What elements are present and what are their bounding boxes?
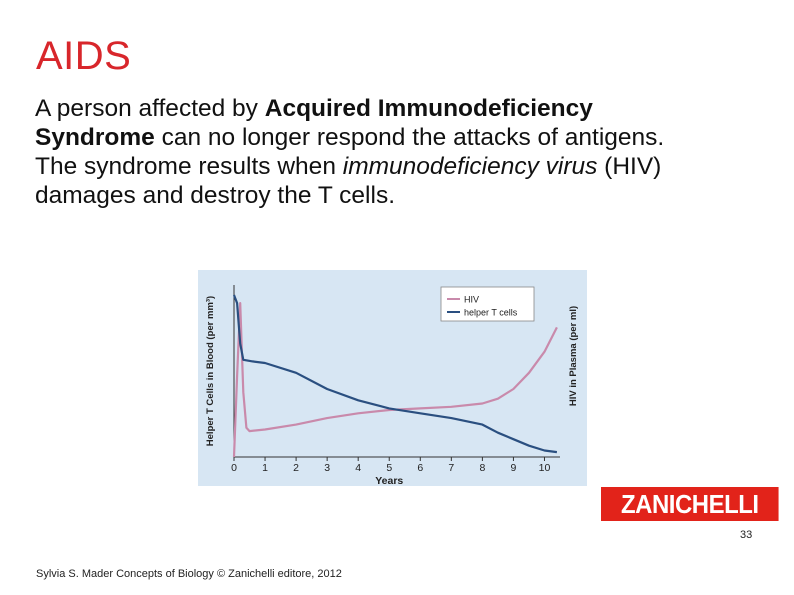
p1-post: can no longer respond the attacks of ant… [154,124,665,151]
x-tick-label: 2 [293,462,299,474]
legend-label: helper T cells [464,308,518,318]
p2-pre: The syndrome results when [35,153,343,180]
x-tick-label: 4 [355,462,361,474]
slide-body: A person affected by Acquired Immunodefi… [35,94,735,210]
chart-svg: 0 1 2 3 4 5 6 7 8 9 10 HIV helper T cells Years Help… [205,285,579,486]
p1-bold-1: Acquired Immunodeficiency [264,95,593,122]
p2-post: (HIV) damages and destroy the T cells. [35,153,662,209]
chart-axis-labels: Years Helper T Cells in Blood (per mm³) HI… [205,296,579,486]
p1-bold-2: Syndrome [35,124,155,151]
chart-lines [232,294,558,458]
zanichelli-logo: ZANICHELLI [601,487,779,521]
p1-pre: A person affected by [35,95,265,122]
x-tick-label: 5 [386,462,392,474]
page-number: 33 [740,529,753,541]
chart-ticks: 0 1 2 3 4 5 6 7 8 9 10 [231,457,550,474]
x-tick-label: 10 [539,462,551,474]
x-tick-label: 7 [448,462,454,474]
paragraph-cause: The syndrome results when immunodeficien… [35,152,735,210]
p2-italic: immunodeficiency virus [342,153,598,180]
paragraph-definition: A person affected by Acquired Immunodefi… [35,94,735,152]
footer-credit: Sylvia S. Mader Concepts of Biology © Za… [36,568,342,580]
legend-box [440,286,535,322]
x-tick-label: 8 [479,462,485,474]
y-axis-label-right: HIV in Plasma (per ml) [568,306,579,406]
x-tick-label: 9 [511,462,517,474]
x-tick-label: 3 [324,462,330,474]
x-tick-label: 6 [417,462,423,474]
chart-legend: HIV helper T cells [440,286,535,322]
x-axis-label: Years [375,475,403,486]
series-line-hiv [232,302,558,458]
slide-title: AIDS [36,34,132,78]
x-tick-label: 1 [262,462,268,474]
x-tick-label: 0 [231,462,237,474]
series-line-helper-t-cells [232,294,558,454]
y-axis-label-left: Helper T Cells in Blood (per mm³) [205,296,216,446]
legend-label: HIV [464,295,479,305]
hiv-tcell-chart: 0 1 2 3 4 5 6 7 8 9 10 HIV helper T cells Years Help… [198,270,587,486]
